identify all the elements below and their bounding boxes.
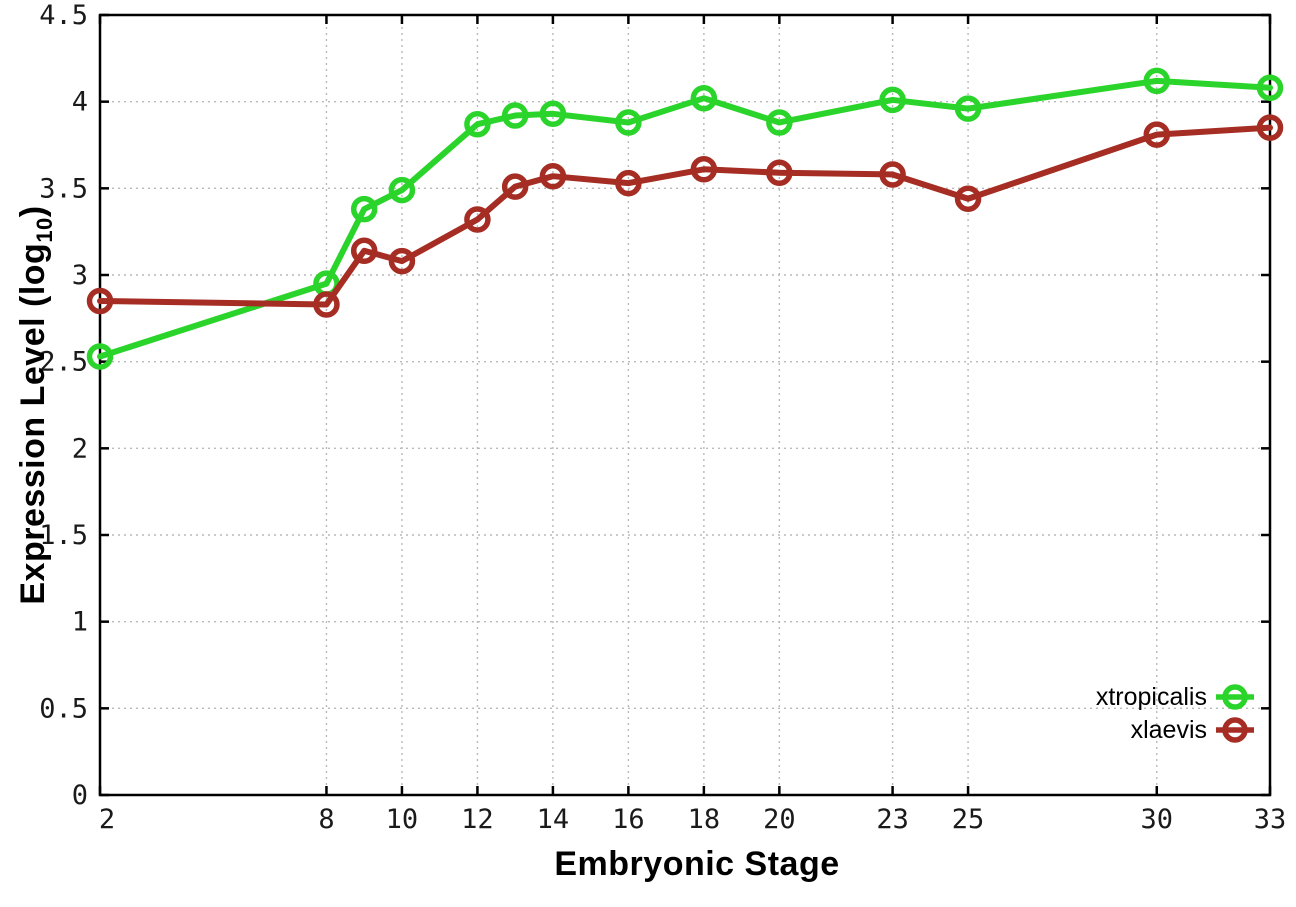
x-tick-label: 18 [688, 804, 721, 835]
data-point-xtropicalis [86, 343, 114, 370]
y-tick-label: 4 [72, 87, 88, 118]
data-point-xtropicalis [501, 102, 529, 129]
data-point-xtropicalis [1143, 67, 1171, 95]
x-axis-label: Embryonic Stage [554, 845, 840, 883]
data-point-xlaevis [464, 206, 491, 233]
y-axis-label-text: Expression Level (log [14, 242, 52, 605]
legend: xtropicalis xlaevis [1096, 682, 1254, 745]
data-point-xlaevis [1256, 114, 1284, 141]
y-axis-label-close: ) [14, 205, 52, 218]
data-point-xlaevis [766, 159, 793, 186]
data-point-xlaevis [350, 237, 378, 264]
data-point-xlaevis [501, 173, 529, 200]
y-tick-label: 0 [72, 780, 88, 811]
y-tick-label: 1.5 [39, 520, 88, 551]
data-point-xtropicalis [388, 176, 416, 204]
y-tick-label: 0.5 [39, 693, 88, 724]
x-tick-label: 25 [952, 804, 985, 835]
x-tick-label: 10 [386, 804, 419, 835]
x-tick-label: 23 [876, 804, 909, 835]
data-point-xlaevis [954, 185, 982, 212]
data-point-xtropicalis [539, 100, 567, 128]
data-point-xlaevis [313, 291, 340, 318]
series-line-xlaevis [97, 124, 1273, 308]
x-tick-label: 14 [537, 804, 570, 835]
y-tick-label: 3 [72, 260, 88, 291]
legend-circle [1222, 684, 1248, 710]
legend-label-xlaevis: xlaevis [1130, 715, 1207, 744]
x-tick-label: 30 [1141, 804, 1174, 835]
legend-label-xtropicalis: xtropicalis [1095, 682, 1207, 711]
plot-border [98, 13, 1272, 797]
x-tick-label: 33 [1254, 804, 1287, 835]
y-tick-label: 1 [72, 607, 88, 638]
y-tick-label: 3.5 [39, 173, 88, 204]
x-tick-label: 12 [461, 804, 494, 835]
y-axis-label: Expression Level (log10) [14, 205, 58, 604]
y-tick-label: 2 [72, 433, 88, 464]
x-tick-label: 8 [318, 804, 334, 835]
data-point-xlaevis [1143, 121, 1171, 148]
series-marker-icon [1216, 684, 1254, 710]
data-point-xlaevis [690, 156, 718, 183]
data-point-xlaevis [615, 169, 642, 197]
series-line-xtropicalis [97, 77, 1273, 360]
data-point-xtropicalis [350, 195, 378, 223]
legend-item-xlaevis: xlaevis [1131, 715, 1254, 745]
x-tick-label: 20 [763, 804, 796, 835]
series-marker-icon [1216, 717, 1254, 743]
x-tick-label: 16 [612, 804, 645, 835]
data-point-xtropicalis [690, 84, 718, 112]
data-point-xlaevis [388, 247, 416, 275]
y-tick-label: 2.5 [39, 347, 88, 378]
data-point-xlaevis [539, 162, 567, 190]
x-tick-label: 2 [99, 804, 115, 835]
data-point-xtropicalis [1256, 74, 1284, 102]
legend-item-xtropicalis: xtropicalis [1096, 682, 1254, 712]
legend-circle [1222, 717, 1248, 743]
data-point-xtropicalis [766, 109, 793, 136]
data-point-xtropicalis [879, 86, 906, 114]
data-point-xtropicalis [464, 110, 491, 138]
data-point-xtropicalis [954, 95, 982, 122]
y-axis-label-subscript: 10 [32, 217, 57, 243]
data-point-xtropicalis [615, 109, 642, 136]
data-point-xlaevis [879, 161, 906, 188]
y-tick-label: 4.5 [39, 0, 88, 31]
data-point-xlaevis [86, 287, 114, 315]
